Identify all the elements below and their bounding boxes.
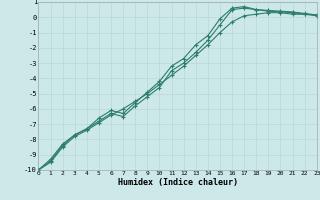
X-axis label: Humidex (Indice chaleur): Humidex (Indice chaleur) (118, 178, 238, 187)
